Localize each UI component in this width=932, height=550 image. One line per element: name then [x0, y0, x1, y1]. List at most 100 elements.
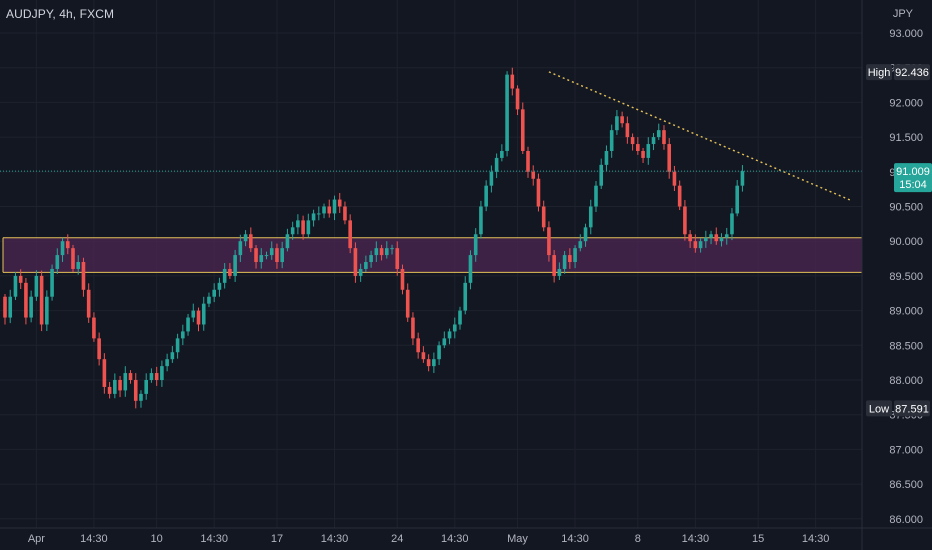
y-tick-label: 91.500: [889, 132, 923, 144]
candle-body: [379, 248, 384, 256]
x-tick-label: 14:30: [561, 533, 589, 545]
candle-body: [81, 262, 86, 290]
candle-body: [181, 331, 185, 339]
candle-body: [113, 380, 117, 394]
y-tick-label: 88.500: [889, 340, 923, 352]
candle-body: [123, 373, 128, 391]
candle-body: [730, 213, 734, 235]
candle-body: [269, 248, 274, 256]
candle-body: [656, 130, 661, 138]
y-tick-label: 86.500: [889, 479, 923, 491]
candle-body: [364, 262, 368, 269]
candle-body: [332, 199, 337, 214]
y-tick-label: 93.000: [889, 28, 923, 40]
x-tick-label: 8: [635, 533, 641, 545]
x-tick-label: 14:30: [321, 533, 349, 545]
candle-body: [71, 248, 75, 269]
candle-body: [463, 282, 468, 311]
x-tick-label: 14:30: [200, 533, 228, 545]
candle-body: [259, 255, 264, 263]
candle-body: [557, 268, 562, 276]
candle-body: [186, 317, 190, 332]
candle-body: [531, 171, 536, 179]
candle-body: [3, 296, 7, 318]
y-tick-label: 89.000: [889, 306, 923, 318]
candle-body: [447, 331, 452, 339]
candle-body: [65, 241, 70, 249]
candle-body: [45, 296, 49, 325]
candle-body: [337, 199, 342, 207]
candle-body: [630, 137, 635, 145]
candle-body: [646, 144, 651, 158]
candle-body: [133, 380, 138, 401]
candle-body: [588, 206, 593, 228]
candle-body: [704, 237, 708, 242]
high-value-bg: [894, 64, 930, 81]
candle-body: [8, 296, 13, 318]
candle-body: [390, 248, 394, 250]
candle-body: [92, 317, 96, 339]
support-zone[interactable]: [3, 237, 862, 273]
candle-body: [102, 359, 107, 387]
candle-body: [165, 359, 169, 367]
candle-body: [599, 164, 604, 186]
candle-body: [442, 338, 447, 346]
candle-body: [306, 220, 311, 235]
candle-body: [709, 234, 713, 238]
resistance-trendline[interactable]: [548, 71, 853, 202]
candle-body: [170, 352, 175, 360]
x-tick-label: 14:30: [441, 533, 469, 545]
currency-label: JPY: [893, 8, 914, 20]
candle-body: [651, 137, 656, 145]
x-tick-label: 14:30: [80, 533, 108, 545]
candle-body: [233, 255, 237, 276]
high-label: High: [868, 67, 891, 79]
candle-body: [667, 144, 672, 172]
candle-body: [740, 171, 745, 186]
low-value: 87.591: [895, 403, 929, 415]
candle-body: [196, 310, 201, 325]
x-tick-label: May: [507, 533, 528, 545]
candle-body: [264, 255, 269, 257]
candle-body: [118, 380, 122, 391]
candle-body: [60, 241, 65, 256]
candle-body: [604, 150, 609, 165]
candle-body: [201, 303, 206, 325]
low-label: Low: [869, 403, 889, 415]
candle-body: [714, 234, 719, 242]
candle-body: [290, 227, 295, 235]
candle-body: [494, 157, 499, 172]
candle-body: [275, 248, 279, 263]
candle-body: [374, 248, 379, 256]
high-value: 92.436: [895, 67, 929, 79]
candle-body: [212, 289, 216, 297]
candle-body: [254, 248, 258, 263]
candle-body: [348, 220, 352, 249]
candle-body: [160, 366, 164, 380]
candle-body: [311, 213, 316, 221]
candle-body: [479, 206, 483, 235]
candle-body: [343, 206, 347, 221]
candle-body: [541, 206, 546, 228]
candle-body: [228, 268, 232, 276]
low-value-bg: [894, 400, 930, 417]
candle-body: [322, 206, 326, 214]
candle-body: [416, 338, 420, 353]
candle-body: [484, 185, 488, 207]
candle-body: [29, 296, 33, 318]
candle-body: [432, 359, 436, 367]
candle-body: [222, 268, 227, 283]
candle-body: [552, 255, 556, 276]
y-tick-label: 89.500: [889, 271, 923, 283]
symbol-title[interactable]: AUDJPY, 4h, FXCM: [6, 7, 115, 21]
candle-body: [583, 227, 588, 242]
candle-body: [683, 206, 687, 235]
candle-body: [489, 171, 494, 186]
last-price-bg: [894, 163, 932, 193]
candle-body: [719, 237, 724, 242]
candle-body: [505, 74, 509, 151]
candle-body: [301, 220, 305, 235]
candle-body: [395, 248, 400, 269]
